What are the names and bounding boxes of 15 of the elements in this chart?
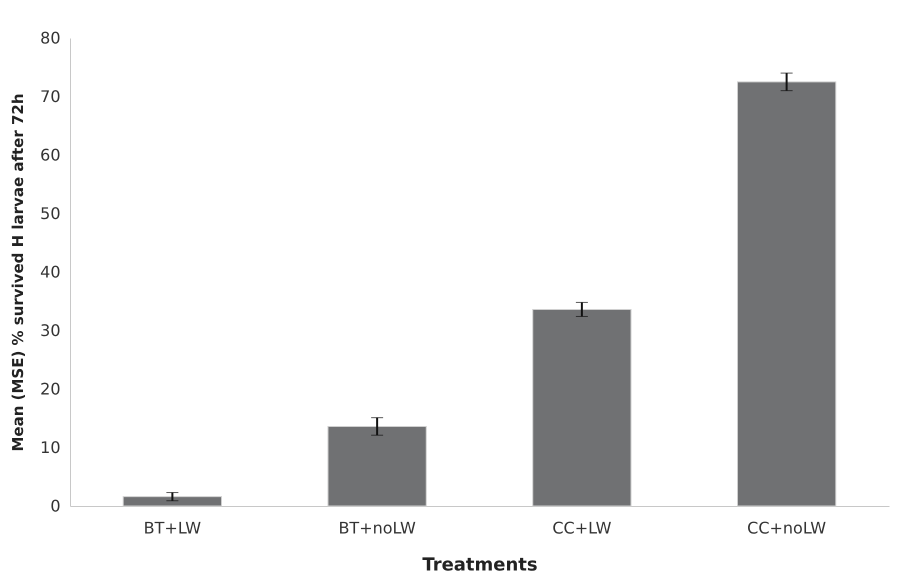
- y-tick-label: 70: [40, 87, 60, 106]
- y-tick-label: 30: [40, 321, 60, 340]
- x-tick-label: CC+noLW: [747, 518, 826, 538]
- y-tick-label: 60: [40, 146, 60, 164]
- y-tick-label: 80: [40, 28, 60, 48]
- y-tick-label: 20: [40, 380, 60, 398]
- x-tick-label: BT+noLW: [338, 518, 416, 538]
- y-axis-title: Mean (MSE) % survived H larvae after 72h: [9, 93, 28, 452]
- y-tick-label: 10: [40, 438, 60, 457]
- y-tick-label: 40: [40, 262, 60, 282]
- x-axis-title: Treatments: [422, 554, 538, 576]
- x-tick-label: CC+LW: [552, 518, 612, 538]
- y-tick-label: 50: [40, 204, 60, 223]
- y-tick-label: 0: [50, 496, 60, 516]
- x-tick-label: BT+LW: [144, 518, 202, 538]
